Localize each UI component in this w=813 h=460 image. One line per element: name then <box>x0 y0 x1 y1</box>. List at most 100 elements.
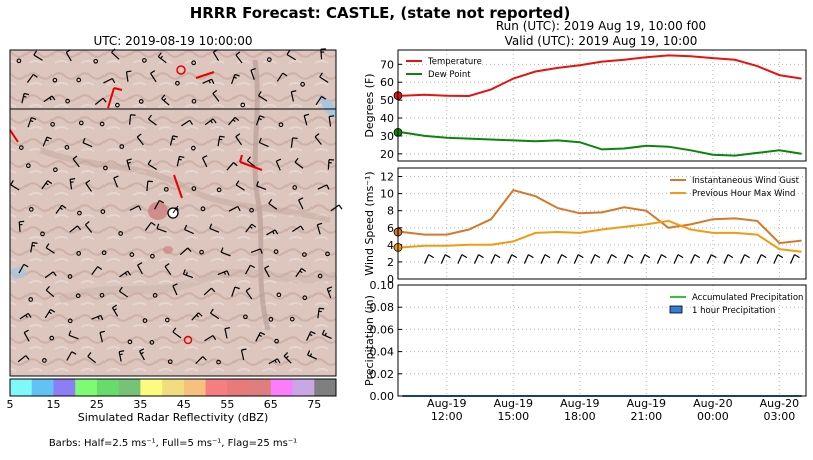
wind-barb <box>266 229 279 236</box>
x-tick-label: Aug-19 <box>494 397 533 410</box>
colorbar <box>9 378 337 397</box>
wind-barb <box>45 285 55 298</box>
calm-marker <box>18 145 24 150</box>
wind-barb <box>17 355 30 363</box>
wind-barb <box>298 197 304 210</box>
meteogram-panel-2: 0 2 4 6 8 10 12 Wind Speed (ms⁻¹) Instantaneous … <box>363 167 807 286</box>
wind-barb <box>317 307 325 319</box>
calm-marker <box>142 58 147 63</box>
wind-barb <box>172 283 178 296</box>
wind-barb <box>228 116 240 126</box>
wind-barb <box>147 114 157 126</box>
y-tick-label: 10 <box>380 188 394 201</box>
x-tick-label: Aug-19 <box>427 397 466 410</box>
map-time-label: UTC: 2019-08-19 10:00:00 <box>93 34 252 48</box>
wind-barb <box>217 135 225 147</box>
wind-barb <box>283 352 292 364</box>
wind-barb <box>119 270 132 278</box>
calm-marker <box>199 249 204 255</box>
calm-marker <box>93 58 99 64</box>
wind-barb <box>723 254 734 264</box>
calm-marker <box>99 292 105 298</box>
wind-barb <box>69 225 82 233</box>
wind-barb <box>146 180 153 192</box>
calm-marker <box>216 359 221 365</box>
colorbar-swatch <box>314 379 337 396</box>
calm-marker <box>142 318 148 323</box>
wind-barb <box>258 91 268 102</box>
plot-area <box>398 285 806 396</box>
colorbar-tick-label: 55 <box>220 398 234 411</box>
wind-barb <box>290 90 297 102</box>
wind-barb <box>161 94 170 106</box>
y-tick-label: 70 <box>380 58 394 71</box>
wind-barb <box>623 254 634 264</box>
x-tick-label: 03:00 <box>764 410 796 423</box>
calm-marker <box>276 292 282 298</box>
colorbar-tick-label: 15 <box>46 398 60 411</box>
colorbar-swatch <box>249 379 272 396</box>
calm-marker <box>49 335 55 341</box>
plot-area <box>398 168 806 279</box>
wind-barb <box>147 159 157 171</box>
y-tick-label: 20 <box>380 148 394 161</box>
x-tick-label: 18:00 <box>564 410 596 423</box>
calm-marker <box>52 77 58 83</box>
wind-barb <box>195 356 207 365</box>
wind-barb <box>303 113 310 126</box>
wind-barb <box>111 304 119 317</box>
y-axis-label: Wind Speed (ms⁻¹) <box>363 171 376 275</box>
calm-marker <box>115 102 120 108</box>
wind-barb <box>72 155 80 168</box>
calm-marker <box>164 317 170 323</box>
wind-barb <box>202 155 208 168</box>
colorbar-swatch <box>292 379 315 396</box>
calm-marker <box>289 316 295 322</box>
calm-marker <box>64 145 70 150</box>
wind-barb <box>204 335 217 342</box>
wind-barb <box>144 221 156 231</box>
wind-barb <box>19 312 32 320</box>
wind-barb <box>43 95 56 103</box>
wind-barb <box>129 205 142 211</box>
calm-marker <box>266 57 272 63</box>
wind-barb <box>27 117 37 128</box>
wind-barb <box>203 287 216 296</box>
wind-barb <box>154 199 165 210</box>
wind-barb <box>164 263 172 276</box>
series-line <box>402 189 802 245</box>
wind-barb <box>176 155 185 167</box>
wind-barb <box>268 198 278 210</box>
colorbar-swatch <box>270 379 293 396</box>
legend: Instantaneous Wind Gust Previous Hour Max… <box>670 176 800 199</box>
wind-barb <box>295 268 306 278</box>
wind-barb <box>275 158 282 171</box>
wind-barb <box>26 73 38 83</box>
wind-barb <box>240 348 247 360</box>
y-tick-label: 0.10 <box>370 279 395 292</box>
wind-barb <box>44 271 57 279</box>
wind-barb <box>226 162 238 171</box>
wind-barb <box>169 135 178 146</box>
calm-marker <box>138 99 144 104</box>
wind-barb <box>250 67 256 80</box>
colorbar-swatch <box>140 379 163 396</box>
wind-barb <box>245 223 257 233</box>
wind-barb <box>44 308 56 319</box>
calm-marker <box>268 316 274 322</box>
calm-marker <box>78 120 84 126</box>
wind-barb <box>18 263 29 274</box>
calm-marker <box>325 251 330 257</box>
meteogram-panel-1: 20 30 40 50 60 70 Degrees (F) Temperature Dew Po… <box>363 49 807 162</box>
colorbar-swatch <box>162 379 185 396</box>
calm-marker <box>216 187 222 193</box>
colorbar-swatch <box>183 379 206 396</box>
calm-marker <box>302 252 307 257</box>
y-tick-label: 0.04 <box>370 346 395 359</box>
legend-label: 1 hour Precipitation <box>692 306 775 316</box>
wind-barb <box>209 308 220 320</box>
wind-barb <box>231 286 240 297</box>
wind-barb <box>789 254 800 264</box>
wind-barb <box>294 157 304 169</box>
